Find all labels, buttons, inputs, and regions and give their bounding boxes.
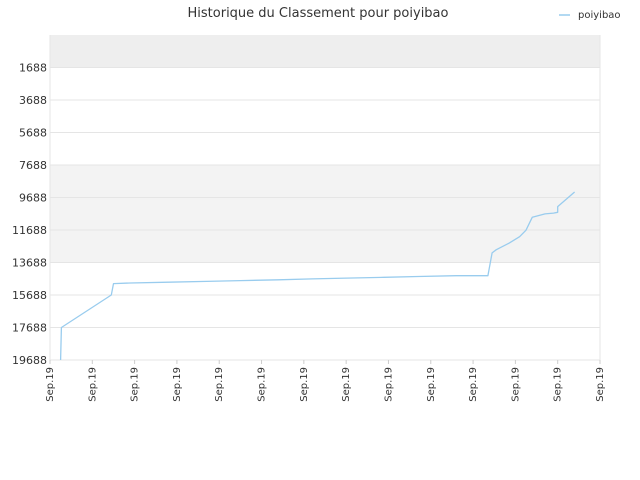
legend: poiyibao (559, 10, 621, 21)
legend-label-poiyibao: poiyibao (578, 10, 621, 21)
y-tick-label: 7688 (19, 159, 47, 172)
x-tick-label: Sep.19 (172, 367, 183, 402)
chart-title: Historique du Classement pour poiyibao (188, 6, 449, 21)
x-tick-label: Sep.19 (468, 367, 479, 402)
plot-band (50, 230, 600, 263)
y-tick-label: 5688 (19, 127, 47, 140)
x-tick-label: Sep.19 (595, 367, 606, 402)
plot-band (50, 100, 600, 133)
plot-band (50, 295, 600, 328)
y-tick-label: 17688 (12, 322, 47, 335)
x-tick-label: Sep.19 (299, 367, 310, 402)
x-tick-label: Sep.19 (130, 367, 141, 402)
y-tick-label: 11688 (12, 224, 47, 237)
x-tick-label: Sep.19 (553, 367, 564, 402)
x-tick-label: Sep.19 (257, 367, 268, 402)
y-tick-label: 1688 (19, 62, 47, 75)
y-tick-label: 9688 (19, 192, 47, 205)
plot-band (50, 165, 600, 198)
x-tick-label: Sep.19 (214, 367, 225, 402)
y-tick-label: 19688 (12, 354, 47, 367)
series-layer (59, 191, 576, 361)
gridlines (49, 35, 601, 361)
x-tick-label: Sep.19 (510, 367, 521, 402)
x-tick-label: Sep.19 (383, 367, 394, 402)
x-tick-label: Sep.19 (341, 367, 352, 402)
x-axis: Sep.19 Sep.19 Sep.19 Sep.19 Sep.19 Sep.19 Sep.… (45, 360, 606, 402)
x-tick-label: Sep.19 (87, 367, 98, 402)
series-line-poiyibao (59, 191, 576, 361)
plot-band (50, 197, 600, 230)
x-tick-label: Sep.19 (426, 367, 437, 402)
plot-band (50, 327, 600, 360)
x-tick-label: Sep.19 (45, 367, 56, 402)
plot-bands (50, 35, 600, 360)
y-tick-label: 15688 (12, 289, 47, 302)
plot-band (50, 35, 600, 68)
y-axis: 1688 3688 5688 7688 9688 11688 13688 15688 17688… (12, 62, 47, 368)
plot-band (50, 67, 600, 100)
plot-band (50, 132, 600, 165)
y-tick-label: 3688 (19, 94, 47, 107)
y-tick-label: 13688 (12, 257, 47, 270)
